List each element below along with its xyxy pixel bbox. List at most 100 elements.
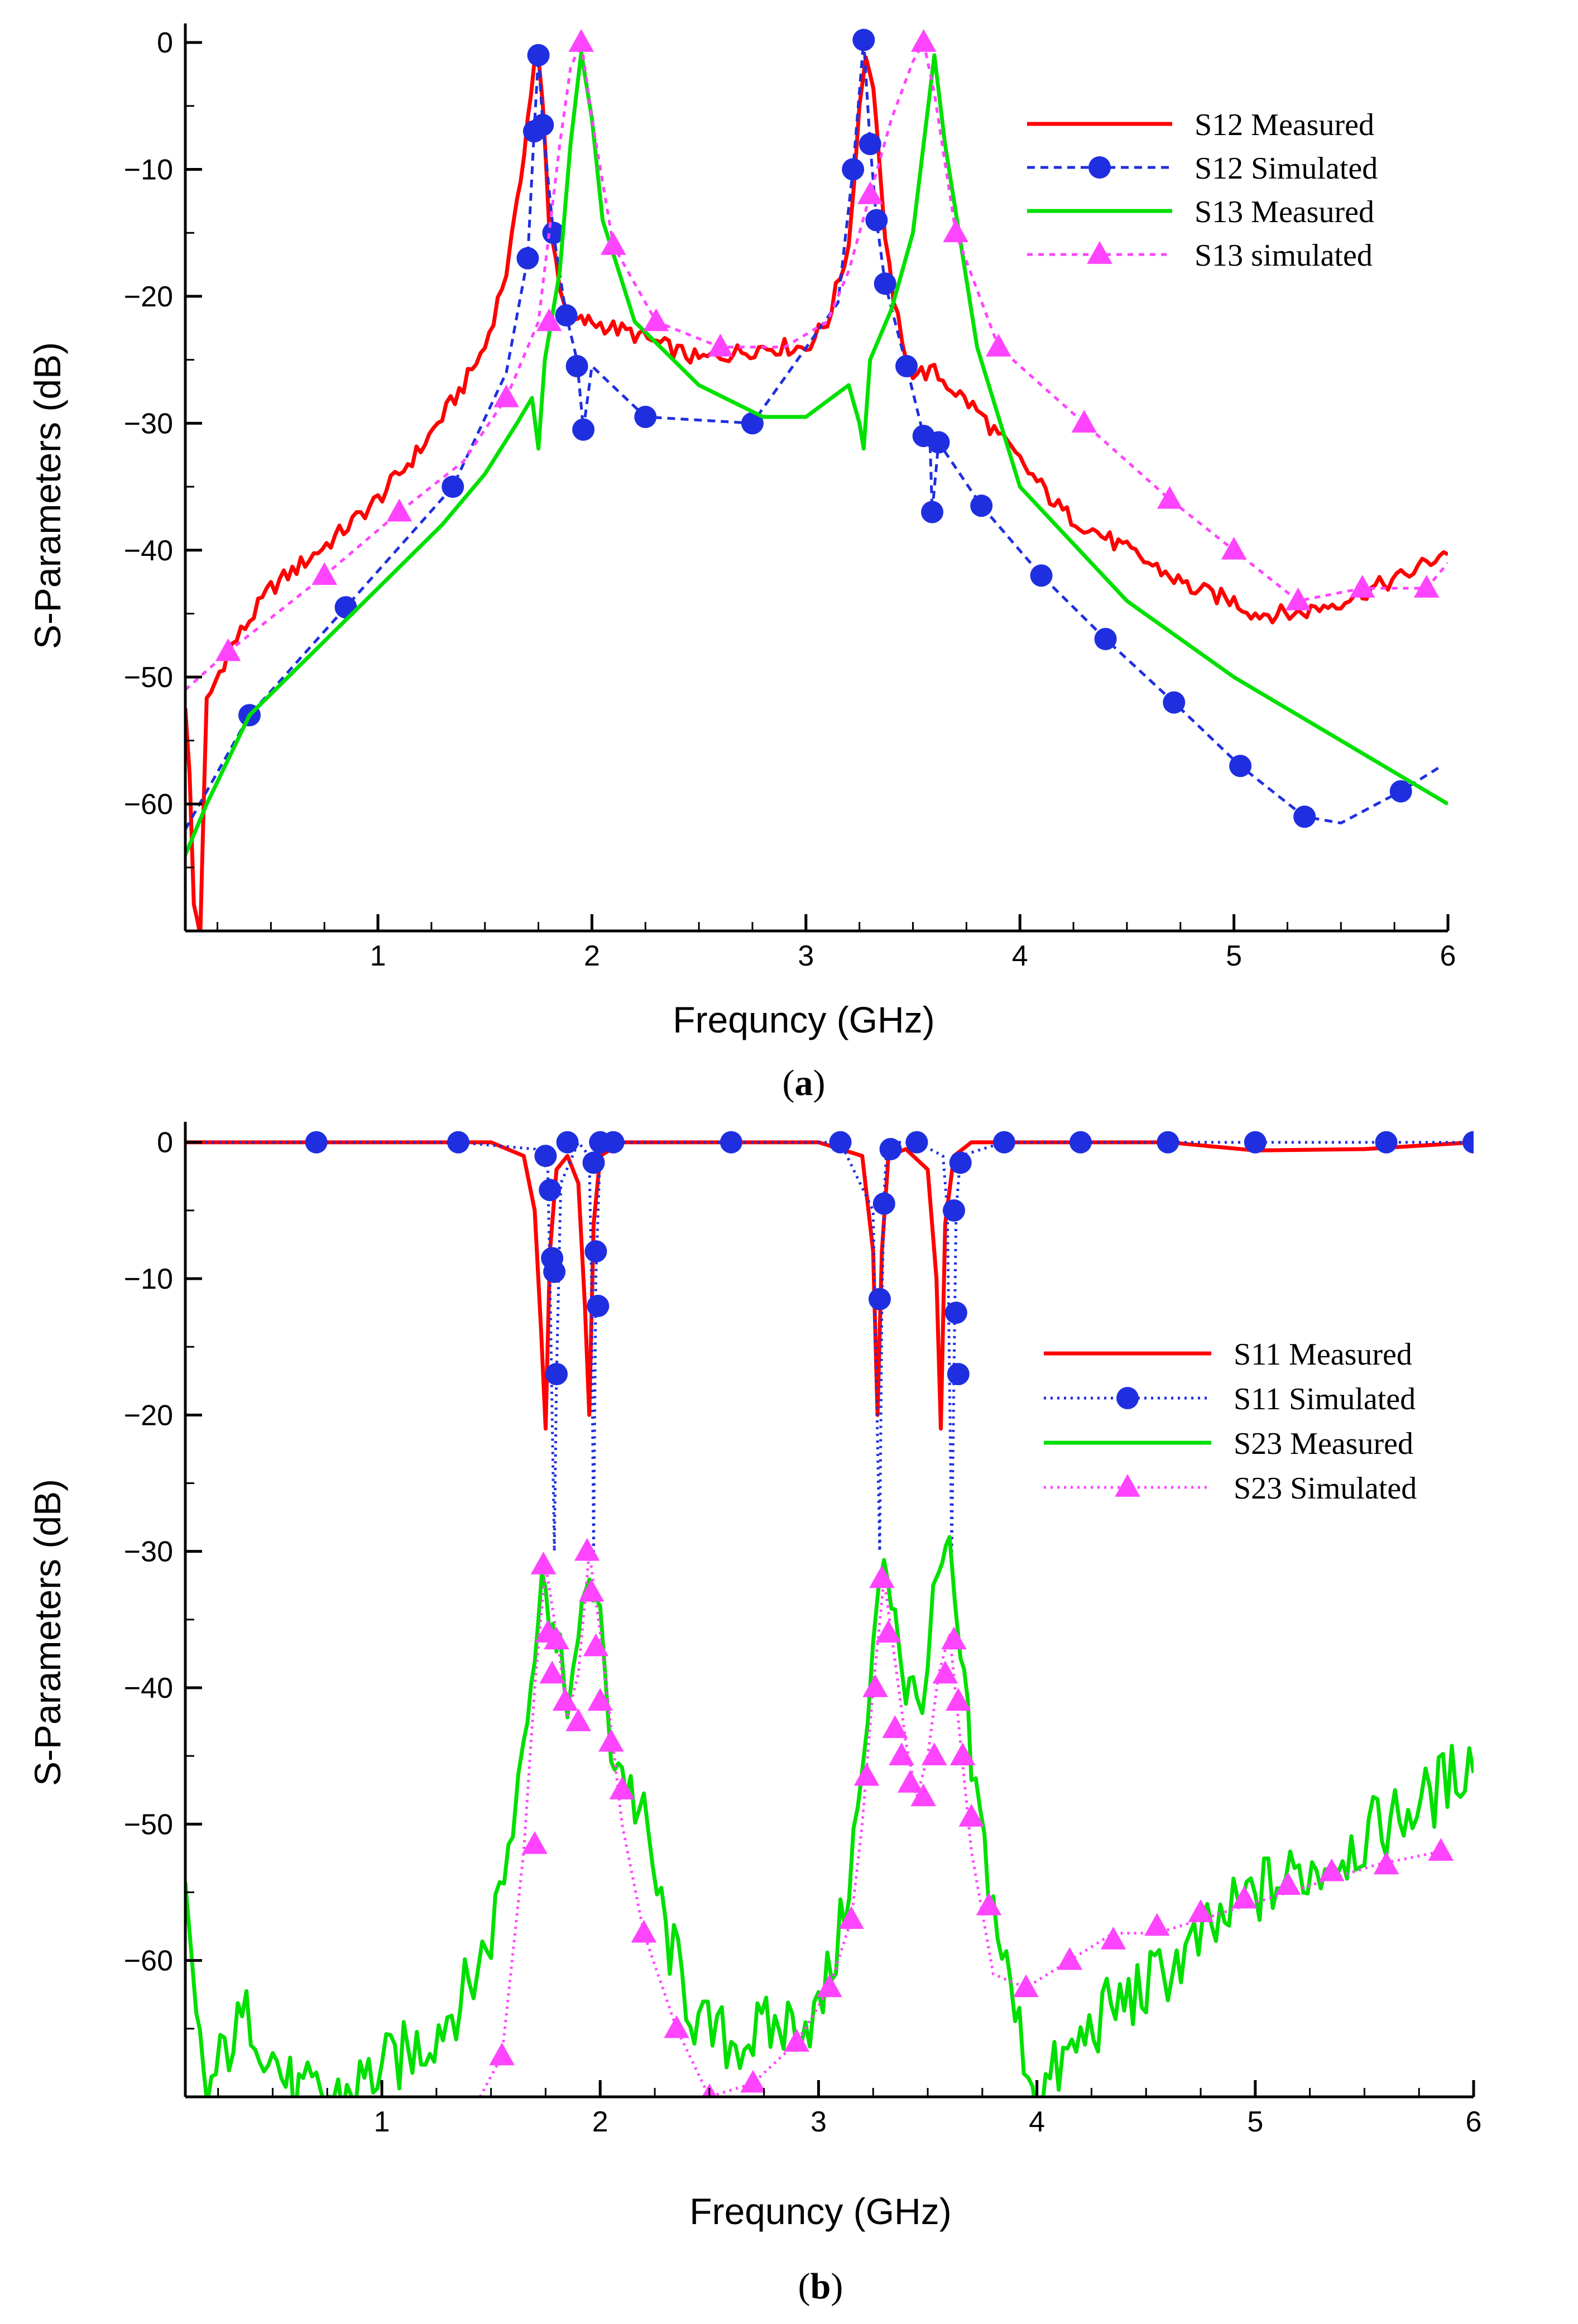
panel-a-series-s12-simulated-marker [1163, 691, 1186, 714]
panel-b-series-s11-simulated-marker [872, 1192, 895, 1215]
panel-b-series-s11-simulated-marker [868, 1288, 891, 1310]
panel-b-legend-s23-simulated-label: S23 Simulated [1234, 1471, 1417, 1506]
panel-a-series-layer [185, 28, 1448, 931]
panel-b-series-s23-simulated-marker [958, 1804, 985, 1827]
panel-b-series-s11-simulated-marker [879, 1137, 902, 1160]
panel-b-series-s11-simulated-marker [942, 1199, 965, 1222]
panel-b-series-s23-simulated-marker [631, 1919, 657, 1943]
panel-a-series-s12-simulated-line [185, 39, 1442, 830]
panel-a-x-tick-label: 4 [1012, 940, 1028, 972]
panel-b-series-s23-simulated-marker [946, 1688, 971, 1711]
panel-b-series-s11-simulated-marker [949, 1151, 972, 1174]
panel-b-series-s23-simulated-marker [522, 1831, 548, 1854]
panel-b-legend-s11-measured-label: S11 Measured [1234, 1337, 1412, 1372]
panel-b-series-s23-simulated-marker [565, 1708, 591, 1731]
panel-a-series-s12-simulated-marker [1293, 805, 1316, 828]
panel-b-series-s11-simulated-marker [602, 1131, 625, 1154]
panel-a-legend-s12-simulated-label: S12 Simulated [1195, 151, 1378, 186]
panel-b-series-s23-simulated-marker [574, 1538, 600, 1561]
panel-b-y-tick-label: −60 [124, 1945, 173, 1977]
panel-b-series-s23-simulated-marker [853, 1763, 880, 1786]
panel-b-caption-close: ) [831, 2266, 843, 2307]
panel-a-series-s12-simulated-marker [1030, 564, 1053, 587]
panel-b-series-s23-simulated-marker [539, 1660, 565, 1684]
panel-b-series-s23-simulated-marker [882, 1715, 908, 1739]
panel-b-series-s11-simulated-marker [1069, 1131, 1092, 1154]
panel-b-series-s23-simulated-marker [862, 1674, 888, 1697]
panel-a-y-tick-label: −60 [124, 789, 173, 821]
panel-a-series-s13-simulated-marker [311, 562, 338, 585]
panel-a-axes: 1 2 3 4 5 6 0 −10 −20 −30 −40 −50 −60 [124, 23, 1456, 972]
panel-a-series-s12-simulated-marker [852, 28, 875, 51]
panel-b-series-s11-simulated-marker [947, 1363, 970, 1386]
panel-b-series-s23-simulated-marker [932, 1660, 958, 1684]
panel-b-series-s23-simulated-marker [1144, 1913, 1170, 1936]
panel-a-series-s13-simulated-marker [1071, 410, 1097, 433]
panel-b-y-tick-label: −40 [124, 1672, 173, 1704]
panel-a-series-s12-simulated-marker [741, 412, 764, 435]
panel-b-series-s23-simulated-marker [740, 2069, 766, 2093]
panel-a-series-s12-simulated-marker [531, 113, 554, 136]
panel-a-y-axis-label: S-Parameters (dB) [27, 342, 68, 649]
panel-a-y-tick-label: −40 [124, 535, 173, 567]
panel-b-series-s23-simulated-marker [587, 1688, 613, 1711]
panel-b-series-s11-simulated-marker [1375, 1131, 1398, 1154]
panel-a-series-s13-simulated-marker [643, 308, 669, 332]
panel-a-x-tick-label: 5 [1226, 940, 1242, 972]
panel-b-series-s11-simulated-marker [534, 1145, 557, 1168]
panel-b-series-s23-simulated-marker [889, 1742, 914, 1765]
panel-a-legend: S12 Measured S12 Simulated S13 Measured S13… [1027, 108, 1378, 273]
panel-b-series-s11-simulated-marker [944, 1302, 967, 1324]
panel-a-series-s13-simulated-marker [943, 219, 969, 243]
panel-a-x-axis-label: Frequncy (GHz) [673, 999, 934, 1040]
panel-b-series-s23-simulated-marker [1057, 1947, 1083, 1970]
panel-a-series-s12-simulated-marker [970, 494, 993, 517]
panel-a-series-s12-measured-line [185, 55, 1448, 931]
panel-b-series-s11-simulated-marker [543, 1260, 566, 1283]
panel-b-plot-area [185, 1131, 1474, 2097]
panel-a-caption-open: ( [783, 1063, 795, 1103]
panel-b-series-s23-simulated-marker [1231, 1885, 1258, 1909]
panel-a-series-s13-simulated-marker [386, 498, 413, 522]
panel-a-x-tick-label: 3 [798, 940, 814, 972]
panel-a-legend-s12-measured-label: S12 Measured [1195, 108, 1374, 142]
panel-a-series-s12-simulated-marker [858, 133, 881, 156]
panel-b-series-s23-simulated-marker [489, 2042, 515, 2066]
panel-a-y-tick-label: 0 [157, 27, 173, 59]
panel-b-y-axis-label: S-Parameters (dB) [27, 1479, 68, 1786]
panel-b-x-tick-label: 1 [374, 2106, 390, 2138]
panel-b-series-s23-simulated-marker [875, 1620, 901, 1643]
panel-a-x-tick-label: 1 [370, 940, 386, 972]
panel-a-legend-s13-simulated-label: S13 simulated [1195, 238, 1373, 273]
panel-b-series-s23-simulated-marker [838, 1906, 864, 1929]
panel-b-caption-open: ( [798, 2266, 810, 2307]
panel-a-series-s12-simulated-marker [565, 355, 588, 378]
panel-b-series-s11-simulated-marker [905, 1131, 928, 1154]
panel-b-series-s23-simulated-marker [921, 1742, 947, 1765]
panel-a-series-s12-simulated-marker [1094, 627, 1117, 650]
panel-b-series-s11-simulated-marker [582, 1151, 605, 1174]
panel-b-x-tick-label: 3 [810, 2106, 827, 2138]
panel-b-series-s23-simulated-marker [552, 1688, 578, 1711]
panel-b-legend-s11-simulated-label: S11 Simulated [1234, 1382, 1416, 1417]
panel-b-series-s23-measured-line [185, 1535, 1474, 2097]
panel-b-series-s23-simulated-marker [1373, 1851, 1399, 1875]
panel-b-series-s23-simulated-marker [976, 1892, 1002, 1915]
panel-a-legend-s12-simulated-marker [1088, 156, 1111, 179]
panel-a-series-s13-simulated-marker [600, 232, 626, 255]
panel-b-series-s11-simulated-marker [587, 1294, 610, 1317]
panel-a-y-tick-label: −10 [124, 154, 173, 186]
panel-b-series-s23-simulated-marker [869, 1565, 895, 1588]
panel-b-series-s23-simulated-marker [1100, 1927, 1126, 1950]
panel-a-series-s12-simulated-marker [874, 272, 896, 295]
panel-a-series-s13-simulated-marker [1285, 587, 1311, 611]
panel-a-series-s12-simulated-marker [634, 405, 657, 428]
panel-b-x-axis-label: Frequncy (GHz) [689, 2191, 951, 2232]
panel-b-series-s11-simulated-marker [720, 1131, 742, 1154]
panel-a-series-s12-simulated-marker [334, 596, 357, 619]
panel-b-axes: 1 2 3 4 5 6 0 −10 −20 −30 −40 −50 −60 [124, 1122, 1481, 2138]
panel-b-series-s23-simulated-marker [530, 1552, 557, 1574]
panel-a-y-tick-label: −50 [124, 661, 173, 694]
panel-a-series-s13-simulated-marker [986, 333, 1011, 357]
